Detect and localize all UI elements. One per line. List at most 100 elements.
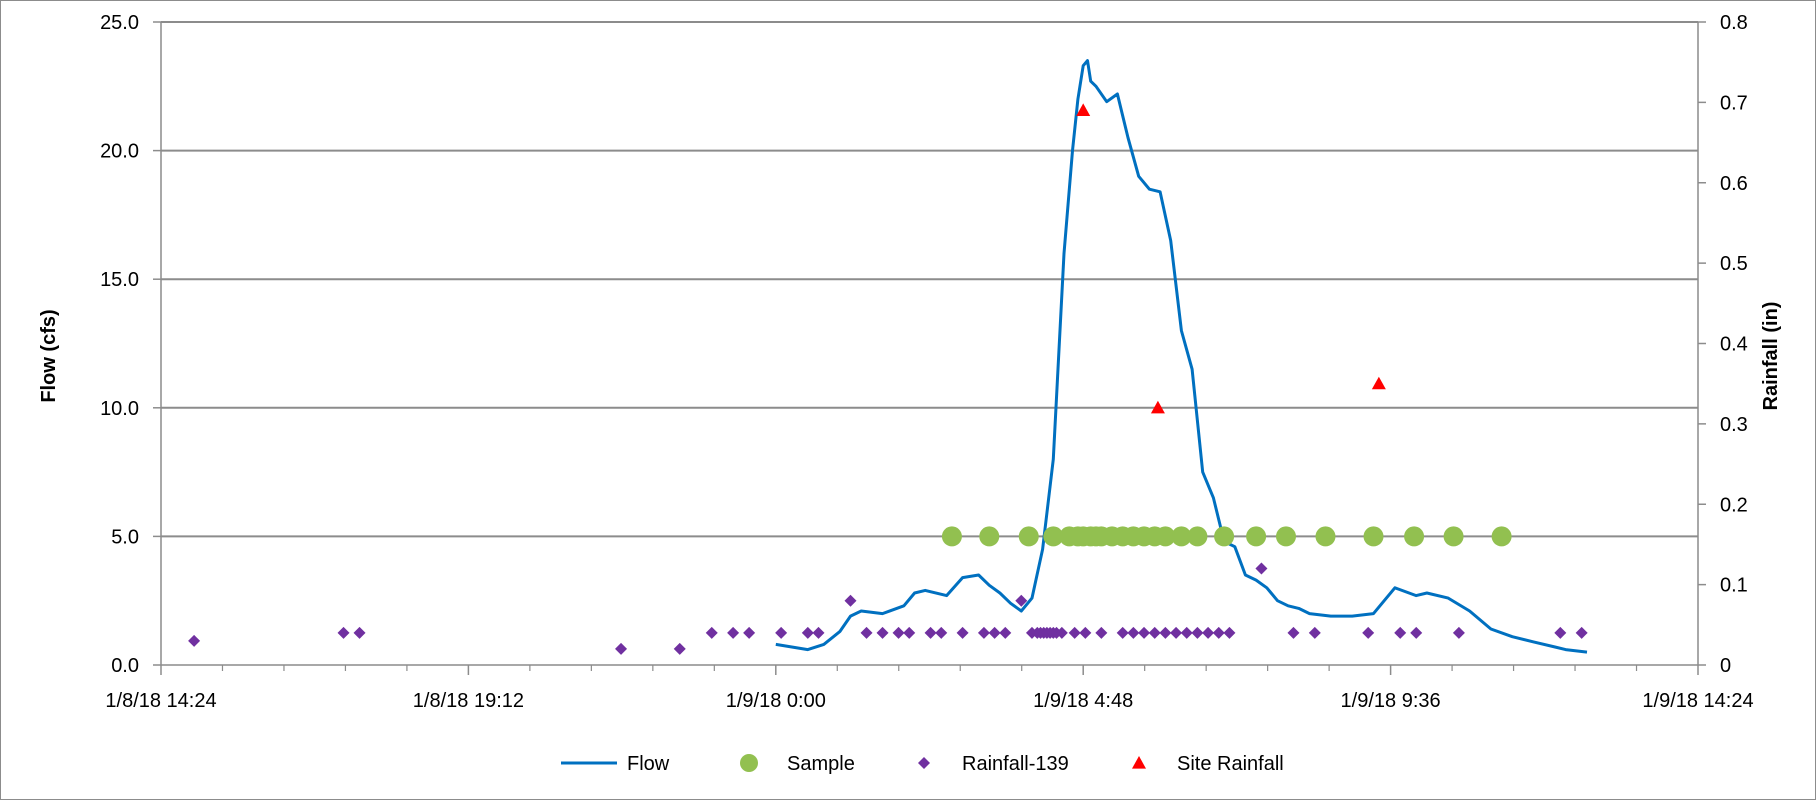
legend-marker <box>1132 756 1146 769</box>
rainfall-139-point <box>988 626 1001 639</box>
series-rainfall-139 <box>188 562 1588 655</box>
rainfall-139-point <box>1287 626 1300 639</box>
site-rainfall-point <box>1076 103 1091 117</box>
x-tick-label: 1/8/18 14:24 <box>105 690 216 712</box>
rainfall-139-point <box>801 626 814 639</box>
legend-label: Flow <box>627 753 670 775</box>
y-right-tick-label: 0.8 <box>1720 12 1748 34</box>
rainfall-139-point <box>705 626 718 639</box>
y-axis-right-title: Rainfall (in) <box>1760 302 1782 411</box>
sample-point <box>1043 526 1064 547</box>
rainfall-139-point <box>1308 626 1321 639</box>
flow-line <box>775 59 1588 654</box>
y-left-tick-label: 0.0 <box>111 655 139 677</box>
x-tick-label: 1/9/18 9:36 <box>1341 690 1441 712</box>
rainfall-139-point <box>1170 626 1183 639</box>
rainfall-139-point <box>1255 562 1268 575</box>
y-left-tick-label: 15.0 <box>100 269 139 291</box>
rainfall-139-point <box>1055 626 1068 639</box>
rainfall-139-point <box>1191 626 1204 639</box>
y-right-tick-label: 0.6 <box>1720 173 1748 195</box>
y-right-tick-label: 0.5 <box>1720 253 1748 275</box>
site-rainfall-point <box>1371 376 1386 390</box>
rainfall-139-point <box>1180 626 1193 639</box>
series-sample <box>941 526 1512 547</box>
rainfall-139-point <box>860 626 873 639</box>
legend-item-flow: Flow <box>561 753 670 775</box>
rainfall-139-point <box>775 626 788 639</box>
rainfall-139-point <box>977 626 990 639</box>
rainfall-139-point <box>1138 626 1151 639</box>
sample-point <box>1363 526 1384 547</box>
axes <box>153 21 1706 675</box>
rainfall-139-point <box>1079 626 1092 639</box>
rainfall-139-point <box>844 594 857 607</box>
rainfall-139-point <box>743 626 756 639</box>
rainfall-139-point <box>1127 626 1140 639</box>
rainfall-139-point <box>1202 626 1215 639</box>
x-tick-label: 1/9/18 0:00 <box>726 690 826 712</box>
rainfall-139-point <box>1148 626 1161 639</box>
sample-point <box>1404 526 1425 547</box>
rainfall-139-point <box>876 626 889 639</box>
sample-point <box>1018 526 1039 547</box>
y-right-tick-label: 0.4 <box>1720 334 1748 356</box>
rainfall-139-point <box>337 626 350 639</box>
sample-point <box>1171 526 1192 547</box>
sample-point <box>941 526 962 547</box>
sample-point <box>1187 526 1208 547</box>
rainfall-139-point <box>924 626 937 639</box>
rainfall-139-point <box>1394 626 1407 639</box>
rainfall-139-point <box>1116 626 1129 639</box>
legend-marker <box>918 757 930 769</box>
y-left-tick-label: 5.0 <box>111 526 139 548</box>
legend-item-rainfall-139: Rainfall-139 <box>918 753 1069 775</box>
x-tick-label: 1/9/18 14:24 <box>1642 690 1753 712</box>
sample-point <box>1275 526 1296 547</box>
rainfall-139-point <box>1223 626 1236 639</box>
rainfall-139-point <box>1362 626 1375 639</box>
rainfall-139-point <box>1212 626 1225 639</box>
series-flow <box>775 59 1588 654</box>
plot-series <box>188 59 1588 655</box>
sample-point <box>1443 526 1464 547</box>
y-left-tick-label: 20.0 <box>100 141 139 163</box>
legend-label: Sample <box>787 753 855 775</box>
sample-point <box>1155 526 1176 547</box>
y-right-tick-label: 0.1 <box>1720 575 1748 597</box>
rainfall-139-point <box>892 626 905 639</box>
y-right-tick-label: 0.3 <box>1720 414 1748 436</box>
rainfall-139-point <box>1068 626 1081 639</box>
y-right-tick-label: 0 <box>1720 655 1731 677</box>
y-axis-left-title: Flow (cfs) <box>38 309 60 402</box>
rainfall-139-point <box>999 626 1012 639</box>
x-tick-label: 1/9/18 4:48 <box>1033 690 1133 712</box>
rainfall-139-point <box>903 626 916 639</box>
site-rainfall-point <box>1150 400 1165 414</box>
rainfall-139-point <box>812 626 825 639</box>
legend-marker <box>740 754 758 772</box>
gridlines <box>161 21 1698 538</box>
legend: Flow Sample Rainfall-139 Site Rainfall <box>561 753 1284 775</box>
rainfall-139-point <box>615 642 628 655</box>
rainfall-139-point <box>188 634 201 647</box>
rainfall-139-point <box>1575 626 1588 639</box>
rainfall-139-point <box>1159 626 1172 639</box>
y-left-tick-label: 25.0 <box>100 12 139 34</box>
sample-point <box>979 526 1000 547</box>
rainfall-139-point <box>1554 626 1567 639</box>
rainfall-139-point <box>1015 594 1028 607</box>
rainfall-139-point <box>935 626 948 639</box>
series-site-rainfall <box>1076 103 1386 414</box>
tick-labels: 0.0 5.0 10.0 15.0 20.0 25.0 0 0.1 0.2 0.3 0.4 0.5 0.… <box>100 12 1754 712</box>
sample-point <box>1214 526 1235 547</box>
legend-label: Site Rainfall <box>1177 753 1284 775</box>
rainfall-139-point <box>673 642 686 655</box>
rainfall-139-point <box>727 626 740 639</box>
legend-label: Rainfall-139 <box>962 753 1069 775</box>
y-right-tick-label: 0.2 <box>1720 494 1748 516</box>
sample-point <box>1491 526 1512 547</box>
rainfall-139-point <box>956 626 969 639</box>
